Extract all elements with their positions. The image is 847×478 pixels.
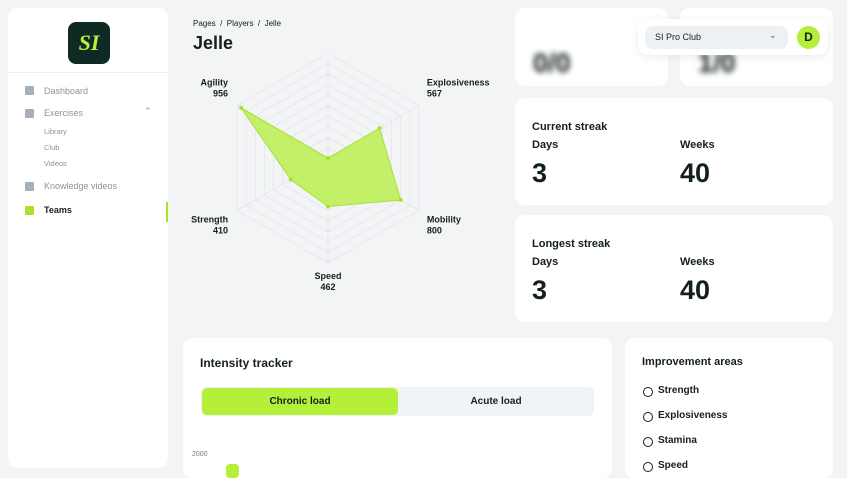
page-title: Jelle [193, 33, 234, 53]
tab-active[interactable]: Chronic load [202, 388, 398, 415]
logo[interactable]: SI [68, 22, 110, 64]
y-tick-label: 2000 [192, 451, 208, 458]
improvement-card: Improvement areas Strength Explosiveness S… [625, 338, 833, 478]
tab[interactable]: Acute load [470, 396, 522, 407]
nav-subitem[interactable]: Club [44, 143, 60, 152]
axis-value: 462 [320, 282, 335, 292]
radar-point [377, 126, 382, 131]
chevron: ⌄ [769, 30, 777, 40]
intensity-card: Intensity tracker Chronic load Acute loa… [183, 338, 612, 478]
radar-point [398, 198, 403, 202]
axis-label: Agility [201, 78, 229, 88]
stat-value: 0/0 [533, 48, 571, 78]
radar-area [240, 107, 402, 208]
streak-card: Longest streak Days 3 Weeks 40 [515, 215, 833, 322]
days-label: Days [532, 139, 559, 151]
improvement-item: Stamina [658, 435, 697, 446]
radar-point [239, 105, 244, 110]
nav-subitem[interactable]: Library [44, 127, 67, 136]
improvement-item: Speed [658, 460, 689, 471]
nav-item[interactable]: Knowledge videos [44, 181, 118, 191]
breadcrumb[interactable]: Pages / Players / Jelle [193, 19, 282, 28]
weeks-value: 40 [680, 158, 711, 188]
axis-value: 956 [213, 89, 228, 99]
nav-item[interactable]: Exercises [44, 108, 84, 118]
weeks-value: 40 [680, 275, 711, 305]
streak-card: Current streak Days 3 Weeks 40 [515, 98, 833, 205]
axis-label: Mobility [427, 215, 461, 225]
chevron[interactable]: ⌃ [144, 106, 152, 116]
days-value: 3 [532, 275, 548, 305]
card-title: Improvement areas [642, 356, 743, 368]
radar-point [288, 177, 293, 182]
weeks-label: Weeks [680, 256, 715, 268]
club-name: SI Pro Club [655, 32, 702, 42]
axis-label: Explosiveness [427, 78, 490, 88]
avatar[interactable]: D [797, 26, 820, 49]
improvement-item: Explosiveness [658, 410, 728, 421]
axis-label: Strength [191, 215, 228, 225]
axis-value: 567 [427, 89, 442, 99]
item-icon [643, 387, 653, 397]
days-label: Days [532, 256, 559, 268]
chart-bar [226, 464, 239, 478]
nav-item[interactable]: Teams [44, 205, 72, 215]
nav-subitem[interactable]: Videos [44, 159, 67, 168]
item-icon [643, 462, 653, 472]
days-value: 3 [532, 158, 548, 188]
sidebar: SI Dashboard Exercises ⌃ Library Club Vi… [8, 8, 168, 468]
card-title: Intensity tracker [200, 356, 293, 370]
axis-value: 800 [427, 226, 442, 236]
card-title: Current streak [532, 121, 608, 133]
radar-point [326, 204, 330, 209]
axis-label: Speed [314, 271, 341, 281]
improvement-item: Strength [658, 385, 700, 396]
card-title: Longest streak [532, 238, 611, 250]
axis-value: 410 [213, 226, 228, 236]
item-icon [643, 437, 653, 447]
club-select[interactable]: SI Pro Club ⌄ [645, 26, 788, 49]
item-icon [643, 412, 653, 422]
weeks-label: Weeks [680, 139, 715, 151]
nav-item[interactable]: Dashboard [44, 86, 89, 96]
radar-point [326, 156, 330, 160]
